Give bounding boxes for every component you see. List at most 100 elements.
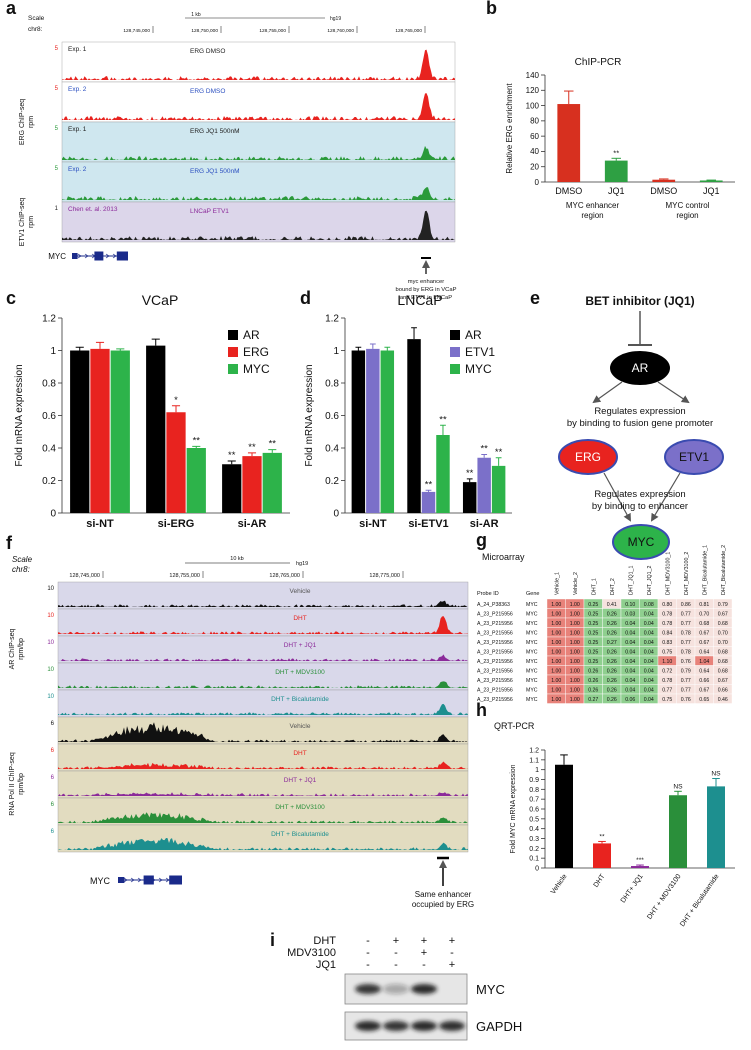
gene-strand-arrow <box>105 253 110 259</box>
table-cell: 0.04 <box>625 669 635 675</box>
bar <box>631 866 649 868</box>
y-tick-label: 120 <box>526 86 540 95</box>
gene-strand-arrow <box>123 877 128 883</box>
arrow <box>650 472 681 522</box>
table-cell: 0.04 <box>644 678 654 684</box>
y-axis-label: Fold mRNA expression <box>14 364 25 466</box>
x-tick-label: si-NT <box>359 518 387 530</box>
track-scale: 5 <box>55 166 59 172</box>
bar <box>604 160 628 182</box>
treatment-sign: + <box>393 935 399 947</box>
significance-label: * <box>174 395 178 406</box>
table-cell: A_23_P215956 <box>477 650 513 656</box>
table-cell: 0.86 <box>681 602 691 608</box>
axis-label: rpm <box>28 216 35 228</box>
group-label: region <box>676 211 698 220</box>
track-label: DHT + Bicalutamide <box>271 831 329 838</box>
table-cell: A_23_P215956 <box>477 612 513 618</box>
panel-letter: g <box>476 530 487 550</box>
table-cell: 0.04 <box>644 688 654 694</box>
table-cell: MYC <box>526 602 538 608</box>
table-cell: 0.68 <box>699 621 709 627</box>
track-scale: 6 <box>51 802 55 808</box>
scale-label: Scale <box>28 15 45 22</box>
table-cell: 1.00 <box>551 650 561 656</box>
table-cell: 0.26 <box>607 631 617 637</box>
table-cell: A_23_P215956 <box>477 669 513 675</box>
bar <box>70 350 90 513</box>
table-cell: MYC <box>526 688 538 694</box>
table-cell: 0.67 <box>699 640 709 646</box>
table-cell: 1.00 <box>551 621 561 627</box>
column-header: DHT_JQ1_1 <box>628 566 634 595</box>
significance-label: ** <box>495 447 503 458</box>
x-tick-label: DMSO <box>650 186 677 196</box>
legend-label: AR <box>465 328 482 342</box>
bar <box>652 179 676 182</box>
scale-size: 1 kb <box>191 12 201 18</box>
table-cell: 0.70 <box>718 631 728 637</box>
y-tick-label: 0 <box>535 178 540 187</box>
track-label: DHT + JQ1 <box>284 777 317 784</box>
bar <box>366 348 380 513</box>
table-cell: 0.03 <box>625 612 635 618</box>
significance-label: ** <box>248 442 256 453</box>
bar <box>707 786 725 868</box>
blot-band <box>411 984 437 994</box>
table-cell: 0.04 <box>644 669 654 675</box>
panel-e-diagram: BET inhibitor (JQ1) AR Regulates express… <box>558 294 724 560</box>
panel-letter: i <box>270 930 275 950</box>
table-cell: 0.10 <box>625 602 635 608</box>
table-cell: 1.00 <box>551 602 561 608</box>
bar <box>262 452 282 513</box>
y-tick-label: 100 <box>526 101 540 110</box>
treatment-sign: + <box>449 935 455 947</box>
bar <box>242 456 262 513</box>
y-tick-label: 0.8 <box>325 379 339 390</box>
promoter-text: by binding to fusion gene promoter <box>567 418 713 429</box>
y-axis-label: Fold mRNA expression <box>304 364 315 466</box>
signal-track <box>58 722 468 742</box>
table-cell: 1.00 <box>551 697 561 703</box>
table-cell: A_23_P215956 <box>477 640 513 646</box>
bar <box>186 448 206 513</box>
table-cell: 0.77 <box>681 678 691 684</box>
track-background <box>61 201 456 243</box>
y-tick-label: 1.2 <box>529 747 539 754</box>
bar <box>90 348 110 513</box>
bar <box>491 465 506 513</box>
blot-band <box>355 984 381 994</box>
y-tick-label: 1 <box>333 346 339 357</box>
bar <box>351 350 366 513</box>
table-cell-bg <box>713 693 733 704</box>
bar <box>699 180 723 182</box>
coordinate-label: 128,745,000 <box>69 573 100 579</box>
table-cell: 0.78 <box>681 631 691 637</box>
gene-strand-arrow <box>130 877 135 883</box>
table-cell: 0.77 <box>681 612 691 618</box>
y-tick-label: 0.8 <box>42 379 56 390</box>
column-header: DHT_Bicalutamide_1 <box>702 545 708 595</box>
significance-label: ** <box>269 439 277 450</box>
table-cell: 0.04 <box>644 612 654 618</box>
column-header: DHT_MDV3100_2 <box>684 552 690 595</box>
table-cell: 0.04 <box>625 650 635 656</box>
track-scale: 10 <box>47 640 54 646</box>
treatment-sign: - <box>450 947 454 959</box>
coordinate-label: 128,775,000 <box>369 573 400 579</box>
track-label: DHT <box>293 750 306 757</box>
table-cell: 1.00 <box>551 678 561 684</box>
y-tick-label: 0.8 <box>529 787 539 794</box>
y-tick-label: 0 <box>535 865 539 872</box>
table-cell: 0.64 <box>699 669 709 675</box>
x-tick-label: JQ1 <box>703 186 720 196</box>
band-label: GAPDH <box>476 1019 522 1034</box>
y-tick-label: 0.6 <box>42 411 56 422</box>
table-cell: 0.70 <box>718 640 728 646</box>
coordinate-label: 128,760,000 <box>327 28 354 34</box>
axis-label: rpm/bp <box>18 638 25 660</box>
track-label: ERG JQ1 500nM <box>190 168 240 175</box>
track-experiment: Exp. 1 <box>68 46 87 53</box>
arrow <box>657 381 690 404</box>
bar <box>380 350 395 513</box>
